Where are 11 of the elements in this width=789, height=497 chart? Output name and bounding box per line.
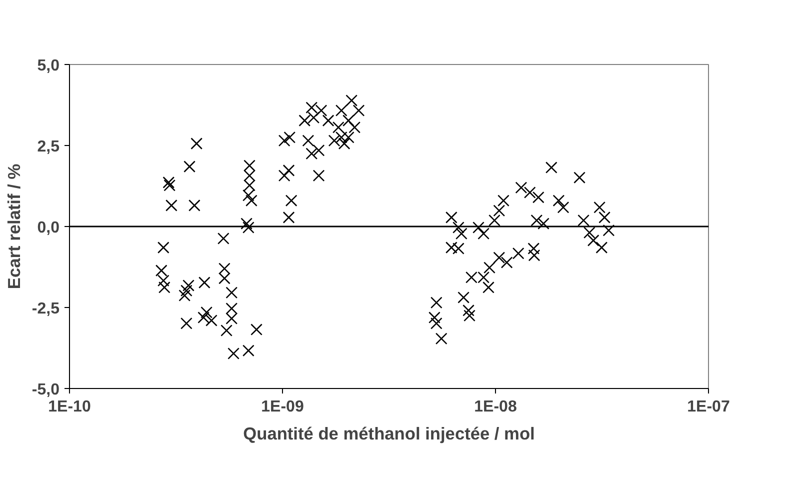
x-tick-label: 1E-10 (48, 398, 91, 416)
x-axis-title: Quantité de méthanol injectée / mol (243, 424, 535, 444)
x-tick-label: 1E-08 (474, 398, 517, 416)
x-tick-label: 1E-07 (687, 398, 730, 416)
y-axis-title: Ecart relatif / % (4, 164, 24, 290)
y-tick-label: 2,5 (37, 138, 60, 156)
x-tick-label: 1E-09 (261, 398, 304, 416)
y-tick-label: 5,0 (37, 58, 60, 74)
y-tick-label: 0,0 (37, 220, 60, 236)
y-tick-label: -5,0 (32, 382, 60, 398)
y-tick-label: -2,5 (32, 300, 60, 318)
